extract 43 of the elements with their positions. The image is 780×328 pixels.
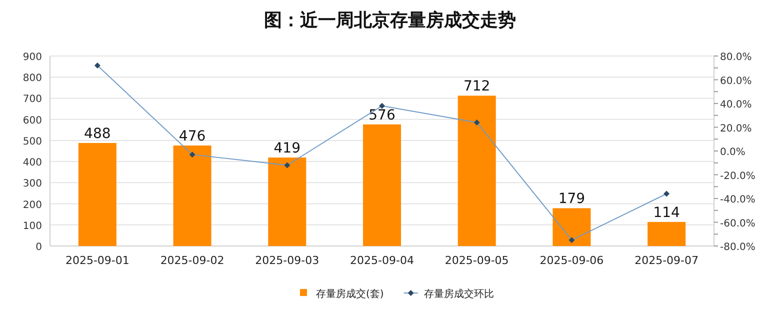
y2-tick-label: 0.0% — [720, 147, 746, 158]
bar — [363, 124, 401, 246]
y-tick-label: 200 — [22, 200, 42, 211]
y-tick-label: 300 — [22, 178, 42, 190]
data-label: 419 — [274, 140, 301, 157]
y2-tick-label: -80.0% — [720, 242, 756, 253]
y2-tick-label: 60.0% — [720, 76, 752, 87]
bar — [648, 222, 686, 246]
data-label: 712 — [463, 78, 490, 95]
bar — [552, 208, 591, 246]
y-tick-label: 0 — [36, 242, 42, 253]
y2-tick-label: 80.0% — [720, 52, 752, 63]
bar — [78, 142, 116, 246]
bar — [173, 146, 212, 246]
x-tick-label: 2025-09-06 — [540, 254, 604, 267]
y2-tick-label: 20.0% — [720, 123, 752, 134]
data-label: 114 — [653, 204, 680, 221]
x-tick-label: 2025-09-03 — [255, 254, 320, 267]
y-tick-label: 800 — [22, 73, 42, 84]
data-label: 488 — [84, 126, 111, 142]
x-tick-label: 2025-09-04 — [350, 254, 414, 267]
bar — [458, 96, 496, 246]
x-tick-label: 2025-09-02 — [160, 254, 224, 267]
data-label: 476 — [178, 128, 206, 145]
y2-tick-label: -20.0% — [720, 170, 756, 182]
x-tick-label: 2025-09-05 — [444, 254, 509, 267]
y-tick-label: 400 — [22, 158, 42, 169]
legend-label: 存量房成交(套) — [316, 288, 384, 300]
x-tick-label: 2025-09-01 — [65, 254, 130, 267]
y2-tick-label: -40.0% — [720, 194, 756, 206]
legend-label: 存量房成交环比 — [424, 288, 494, 300]
y-tick-label: 700 — [22, 94, 42, 106]
y-tick-label: 500 — [22, 136, 42, 148]
bar — [268, 158, 306, 246]
y2-tick-label: -60.0% — [720, 218, 756, 230]
x-tick-label: 2025-09-07 — [634, 254, 699, 267]
data-label: 576 — [368, 107, 396, 124]
y-tick-label: 100 — [22, 220, 42, 232]
chart-title: 图：近一周北京存量房成交走势 — [264, 10, 516, 31]
y2-tick-label: 40.0% — [720, 100, 752, 110]
y-tick-label: 600 — [22, 115, 42, 126]
data-label: 179 — [558, 191, 586, 208]
y-tick-label: 900 — [22, 52, 42, 63]
